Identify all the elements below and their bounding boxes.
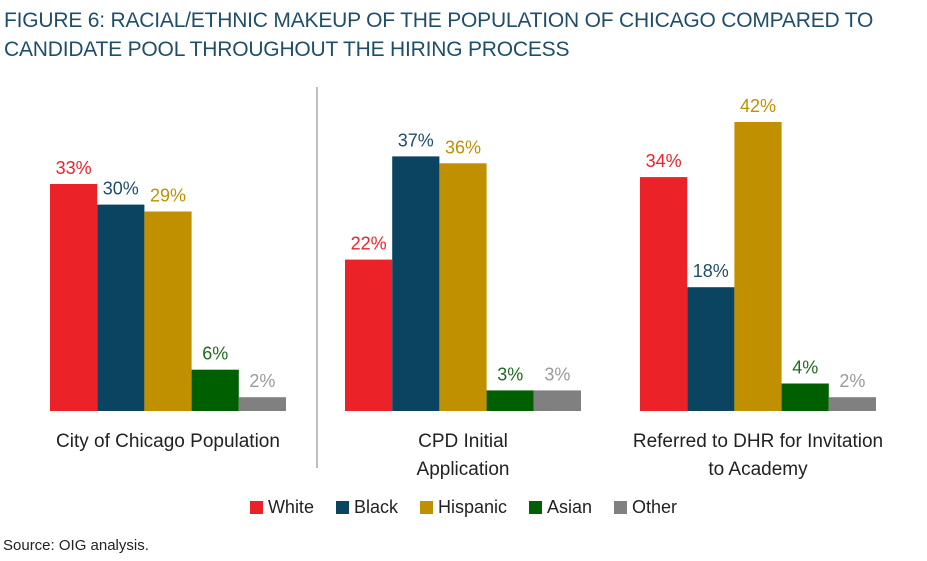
legend: White Black Hispanic Asian Other	[0, 497, 927, 519]
value-label-cpd-initial-application-white: 22%	[351, 234, 387, 254]
category-label-line: City of Chicago Population	[56, 431, 280, 452]
chart-title: FIGURE 6: RACIAL/ETHNIC MAKEUP OF THE PO…	[4, 6, 904, 64]
legend-item-black: Black	[335, 497, 398, 518]
value-label-city-of-chicago-population-hispanic: 29%	[150, 186, 186, 206]
legend-item-asian: Asian	[529, 497, 592, 518]
bar-city-of-chicago-population-hispanic	[144, 211, 192, 411]
bar-referred-to-dhr-for-invitation-to-academy-black	[687, 287, 735, 411]
legend-swatch-black	[335, 501, 349, 514]
bar-city-of-chicago-population-white	[50, 184, 98, 411]
category-label-line: Referred to DHR for Invitation	[633, 431, 883, 452]
value-label-cpd-initial-application-hispanic: 36%	[445, 137, 481, 157]
chart-title-line-1: FIGURE 6: RACIAL/ETHNIC MAKEUP OF THE PO…	[4, 9, 874, 32]
category-label-city-of-chicago-population: City of Chicago Population	[56, 431, 280, 452]
legend-item-white: White	[249, 497, 314, 518]
value-label-referred-to-dhr-for-invitation-to-academy-other: 2%	[839, 371, 865, 391]
category-label-line: to Academy	[708, 459, 808, 480]
value-label-cpd-initial-application-other: 3%	[544, 364, 570, 384]
legend-label-hispanic: Hispanic	[437, 497, 507, 517]
category-label-line: CPD Initial	[418, 431, 508, 452]
legend-label-black: Black	[353, 497, 398, 517]
legend-item-other: Other	[614, 497, 677, 518]
category-label-cpd-initial-application: CPD Initial Application	[417, 431, 510, 480]
bars-layer	[50, 122, 876, 411]
legend-swatch-other	[614, 501, 628, 514]
legend-swatch-white	[249, 501, 263, 514]
legend-label-asian: Asian	[547, 497, 593, 517]
value-label-cpd-initial-application-black: 37%	[398, 130, 434, 150]
bar-cpd-initial-application-asian	[486, 390, 534, 411]
value-label-city-of-chicago-population-other: 2%	[249, 371, 275, 391]
chart-title-line-2: CANDIDATE POOL THROUGHOUT THE HIRING PRO…	[4, 38, 570, 61]
bar-city-of-chicago-population-other	[238, 397, 286, 411]
value-labels-layer: 33% 30% 29% 6% 2% 22% 37% 36% 3% 3% 34% 18% 42% 4% 2%	[56, 96, 866, 391]
legend-swatch-hispanic	[419, 501, 433, 514]
bar-city-of-chicago-population-asian	[191, 369, 239, 411]
value-label-city-of-chicago-population-asian: 6%	[202, 344, 228, 364]
bar-cpd-initial-application-hispanic	[439, 163, 487, 411]
bar-referred-to-dhr-for-invitation-to-academy-asian	[781, 383, 829, 411]
category-labels-layer: City of Chicago Population CPD Initial App…	[56, 431, 883, 480]
value-label-referred-to-dhr-for-invitation-to-academy-asian: 4%	[792, 358, 818, 378]
legend-label-other: Other	[632, 497, 678, 517]
value-label-referred-to-dhr-for-invitation-to-academy-hispanic: 42%	[740, 96, 776, 116]
legend-swatch-asian	[529, 501, 542, 514]
value-label-cpd-initial-application-asian: 3%	[497, 364, 523, 384]
legend-label-white: White	[267, 497, 314, 517]
legend-item-hispanic: Hispanic	[419, 497, 507, 518]
category-label-line: Application	[417, 459, 510, 480]
value-label-city-of-chicago-population-black: 30%	[103, 179, 139, 199]
bar-cpd-initial-application-black	[392, 156, 440, 411]
value-label-referred-to-dhr-for-invitation-to-academy-white: 34%	[646, 151, 682, 171]
bar-city-of-chicago-population-black	[97, 204, 145, 411]
source-note: Source: OIG analysis.	[3, 537, 149, 554]
bar-referred-to-dhr-for-invitation-to-academy-other	[828, 397, 876, 411]
bar-referred-to-dhr-for-invitation-to-academy-hispanic	[734, 122, 782, 411]
bar-cpd-initial-application-white	[345, 259, 393, 411]
category-label-referred-to-dhr-for-invitation-to-academy: Referred to DHR for Invitation to Academy	[633, 431, 883, 480]
bar-referred-to-dhr-for-invitation-to-academy-white	[640, 177, 688, 411]
bar-cpd-initial-application-other	[533, 390, 581, 411]
value-label-city-of-chicago-population-white: 33%	[56, 158, 92, 178]
value-label-referred-to-dhr-for-invitation-to-academy-black: 18%	[693, 261, 729, 281]
